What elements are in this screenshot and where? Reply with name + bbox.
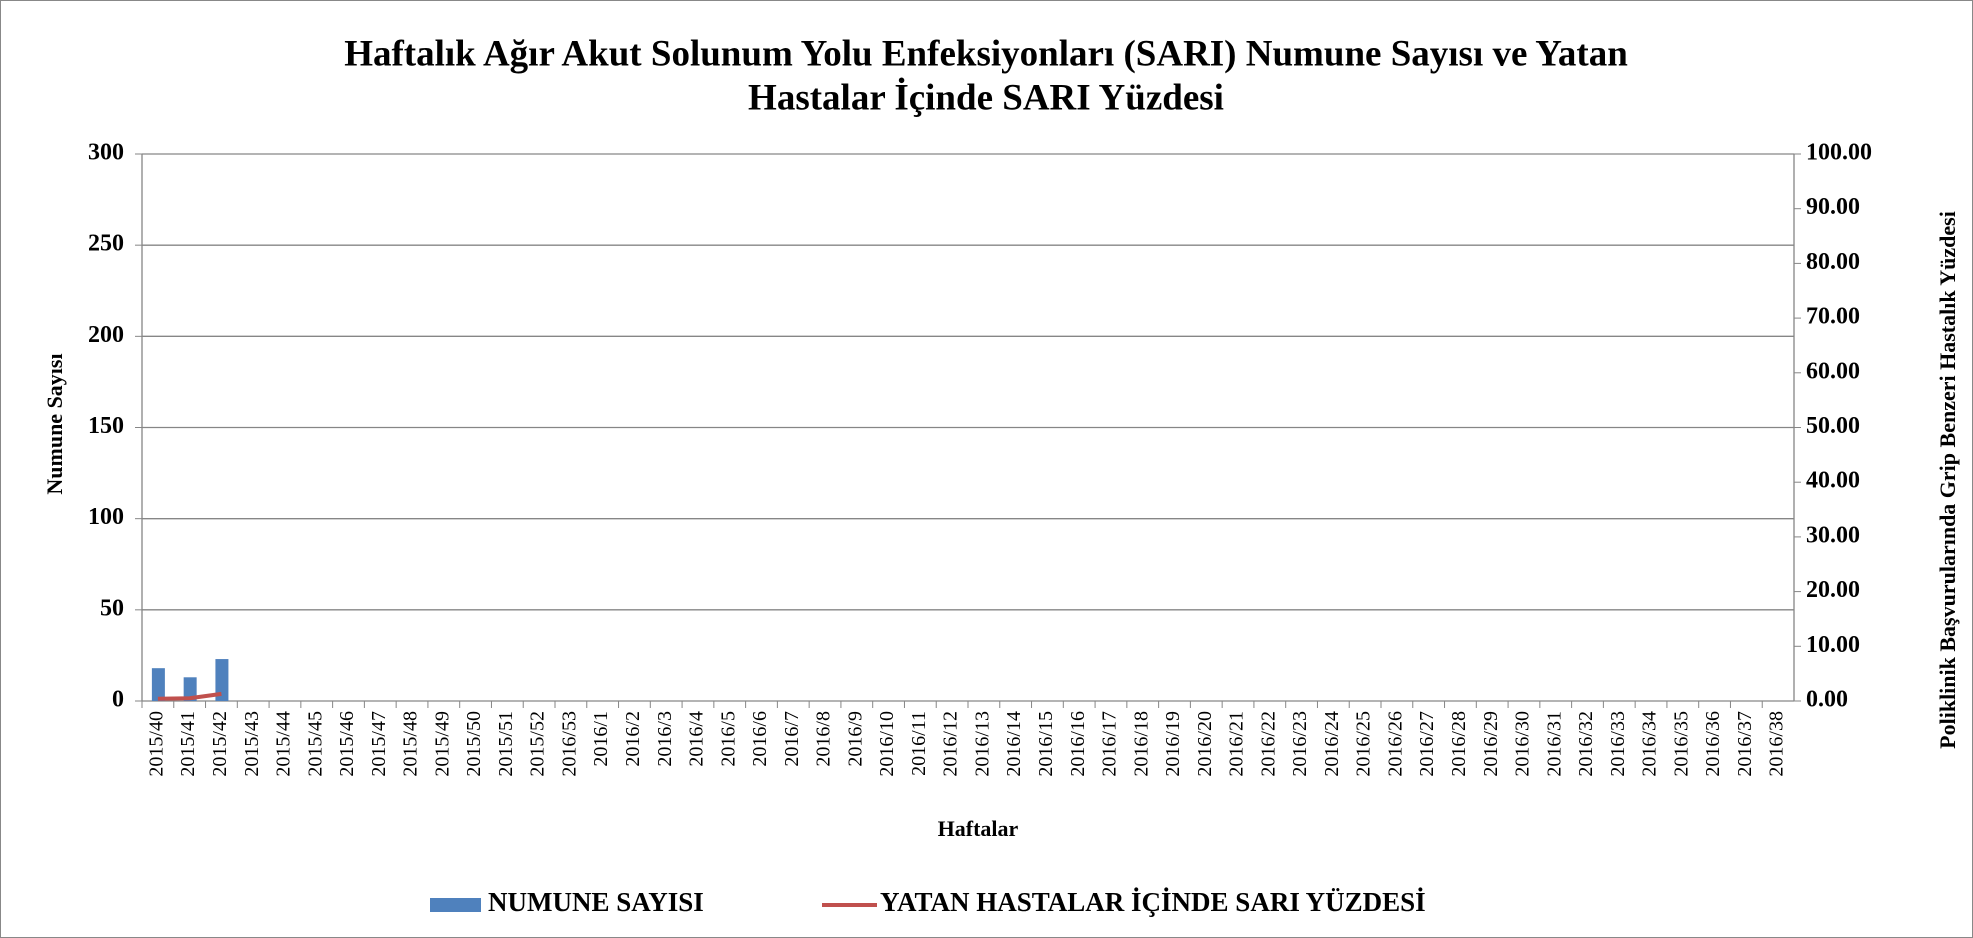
y2-tick-label: 70.00 — [1806, 304, 1860, 330]
x-tick-label: 2016/36 — [1702, 711, 1724, 777]
x-tick-label: 2015/50 — [463, 711, 485, 777]
x-tick-label: 2016/8 — [813, 711, 835, 767]
x-tick-label: 2016/12 — [940, 711, 962, 777]
x-tick-label: 2016/18 — [1130, 711, 1152, 777]
x-tick-label: 2015/48 — [400, 711, 422, 777]
x-tick-label: 2016/27 — [1416, 711, 1438, 777]
x-tick-label: 2016/53 — [558, 711, 580, 777]
y2-axis-label: Poliklinik Başvurularında Grip Benzeri H… — [1935, 211, 1960, 749]
x-tick-label: 2016/31 — [1543, 711, 1565, 777]
x-tick-label: 2016/9 — [844, 711, 866, 767]
x-tick-label: 2015/41 — [177, 711, 199, 777]
y-tick-label: 200 — [88, 322, 124, 348]
x-tick-label: 2015/52 — [527, 711, 549, 777]
x-tick-label: 2016/15 — [1035, 711, 1057, 777]
y2-tick-label: 40.00 — [1806, 468, 1860, 494]
x-tick-label: 2016/30 — [1512, 711, 1534, 777]
x-tick-label: 2016/37 — [1734, 711, 1756, 777]
x-tick-label: 2015/44 — [273, 711, 295, 777]
x-tick-label: 2015/40 — [145, 711, 167, 777]
chart-title: Hastalar İçinde SARI Yüzdesi — [748, 76, 1224, 118]
x-tick-label: 2016/13 — [971, 711, 993, 777]
x-tick-label: 2016/22 — [1257, 711, 1279, 777]
y2-tick-label: 30.00 — [1806, 522, 1860, 548]
x-tick-label: 2016/10 — [876, 711, 898, 777]
x-tick-label: 2016/29 — [1480, 711, 1502, 777]
bar — [215, 659, 229, 701]
legend-label: YATAN HASTALAR İÇİNDE SARI YÜZDESİ — [880, 887, 1426, 917]
x-tick-label: 2016/2 — [622, 711, 644, 767]
y2-tick-label: 50.00 — [1806, 413, 1860, 439]
x-tick-label: 2016/16 — [1067, 711, 1089, 777]
x-axis-label: Haftalar — [938, 816, 1019, 841]
x-tick-label: 2015/45 — [304, 711, 326, 777]
x-tick-label: 2016/35 — [1670, 711, 1692, 777]
x-tick-label: 2016/25 — [1353, 711, 1375, 777]
x-tick-label: 2016/5 — [717, 711, 739, 767]
x-tick-label: 2016/14 — [1003, 711, 1025, 777]
y-tick-label: 100 — [88, 504, 124, 530]
x-tick-label: 2016/17 — [1099, 711, 1121, 777]
y2-tick-label: 90.00 — [1806, 194, 1860, 220]
bar — [151, 668, 165, 701]
x-tick-label: 2016/33 — [1607, 711, 1629, 777]
line — [157, 691, 222, 701]
x-tick-label: 2015/51 — [495, 711, 517, 777]
x-tick-label: 2015/46 — [336, 711, 358, 777]
x-tick-label: 2016/24 — [1321, 711, 1343, 777]
x-tick-label: 2016/4 — [686, 711, 708, 767]
x-tick-label: 2016/26 — [1384, 711, 1406, 777]
x-tick-label: 2016/23 — [1289, 711, 1311, 777]
x-tick-label: 2016/11 — [908, 711, 930, 776]
y-axis-label: Numune Sayısı — [42, 353, 67, 494]
y-tick-label: 250 — [88, 231, 124, 257]
x-tick-label: 2015/47 — [368, 711, 390, 777]
y2-tick-label: 20.00 — [1806, 577, 1860, 603]
y-tick-label: 300 — [88, 140, 124, 166]
x-tick-label: 2016/38 — [1766, 711, 1788, 777]
legend-label: NUMUNE SAYISI — [488, 887, 704, 917]
bar — [183, 677, 197, 701]
y2-tick-label: 60.00 — [1806, 358, 1860, 384]
x-tick-label: 2015/42 — [209, 711, 231, 777]
x-tick-label: 2016/21 — [1226, 711, 1248, 777]
x-tick-label: 2016/6 — [749, 711, 771, 767]
x-tick-label: 2016/1 — [590, 711, 612, 767]
x-tick-label: 2015/43 — [241, 711, 263, 777]
x-tick-label: 2016/34 — [1639, 711, 1661, 777]
y-tick-label: 0 — [112, 687, 124, 713]
y-tick-label: 150 — [88, 413, 124, 439]
y-tick-label: 50 — [100, 595, 124, 621]
y2-tick-label: 100.00 — [1806, 140, 1872, 166]
y2-tick-label: 10.00 — [1806, 632, 1860, 658]
x-tick-label: 2016/20 — [1194, 711, 1216, 777]
chart-title: Haftalık Ağır Akut Solunum Yolu Enfeksiy… — [344, 33, 1628, 74]
x-tick-label: 2016/32 — [1575, 711, 1597, 777]
y2-tick-label: 80.00 — [1806, 249, 1860, 275]
x-tick-label: 2016/28 — [1448, 711, 1470, 777]
x-tick-label: 2015/49 — [431, 711, 453, 777]
legend-swatch — [430, 898, 481, 912]
x-tick-label: 2016/19 — [1162, 711, 1184, 777]
y2-tick-label: 0.00 — [1806, 687, 1848, 713]
x-tick-label: 2016/7 — [781, 711, 803, 767]
x-tick-label: 2016/3 — [654, 711, 676, 767]
